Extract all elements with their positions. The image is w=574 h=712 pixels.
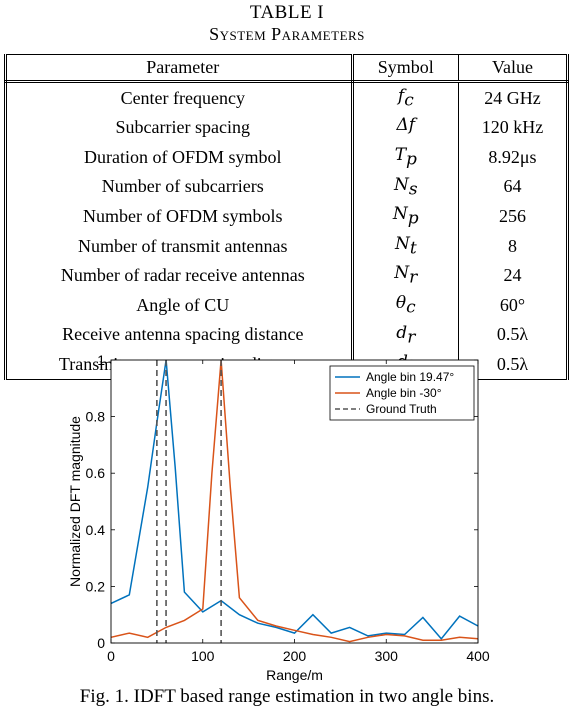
range-estimation-chart: 0 100 200 300 400 0 0.2 0.4 0.6 0.8 1 Range/m Normal… [67,352,490,683]
header-parameter: Parameter [14,54,354,83]
parameter-cell: Number of subcarriers [14,171,354,202]
legend-label: Ground Truth [366,402,437,416]
parameter-cell: Center frequency [14,81,354,113]
legend-label: Angle bin -30° [366,386,442,400]
symbol-cell: Tp [352,141,459,172]
parameter-cell: Subcarrier spacing [14,112,354,142]
parameter-cell: Number of transmit antennas [14,230,354,261]
symbol-subscript: t [409,238,417,259]
symbol-subscript: c [404,90,414,111]
figure-caption: Fig. 1. IDFT based range estimation in t… [79,686,495,707]
row-spacer [3,81,15,113]
symbol-cell: fc [352,81,459,113]
value-cell: 256 [458,201,570,231]
y-tick-label: 0.6 [86,465,106,481]
series-line [110,359,479,643]
symbol-subscript: c [406,297,416,318]
value-cell: 120 kHz [458,112,570,142]
symbol-base: T [394,144,407,165]
table-row: Center frequency fc 24 GHz [3,81,570,113]
table-header-row: Parameter Symbol Value [3,54,570,83]
symbol-cell: dr [352,319,459,350]
x-tick-label: 0 [107,648,115,664]
legend-label: Angle bin 19.47° [366,370,454,384]
table-row: Angle of CU θc 60° [3,289,570,320]
row-spacer [3,230,15,261]
table-row: Number of subcarriers Ns 64 [3,171,570,202]
x-axis-label: Range/m [266,667,323,683]
symbol-cell: θc [352,289,459,320]
symbol-subscript: r [409,267,418,288]
parameter-cell: Duration of OFDM symbol [14,141,354,172]
symbol-subscript: r [407,327,416,348]
row-spacer [3,319,15,350]
symbol-base: f [397,85,405,106]
header-spacer [3,54,15,83]
row-spacer [3,289,15,320]
symbol-base: N [394,233,410,254]
symbol-base: N [392,204,408,225]
y-tick-label: 0.4 [86,522,106,538]
table-row: Number of transmit antennas Nt 8 [3,230,570,261]
value-cell: 8 [458,230,570,261]
symbol-cell: Ns [352,171,459,202]
value-cell: 0.5λ [458,319,570,350]
value-cell: 8.92μs [458,141,570,172]
x-tick-label: 400 [466,648,490,664]
row-spacer [3,201,15,231]
y-tick-label: 0 [97,635,105,651]
value-cell: 60° [458,289,570,320]
parameter-cell: Angle of CU [14,289,354,320]
plot-frame [110,359,479,644]
table-row: Number of OFDM symbols Np 256 [3,201,570,231]
series-line [110,359,479,640]
row-spacer [3,260,15,290]
x-tick-label: 200 [283,648,307,664]
symbol-subscript: s [408,179,418,200]
table-row: Number of radar receive antennas Nr 24 [3,260,570,290]
symbol-base: N [394,263,410,284]
y-tick-label: 0.2 [86,578,106,594]
symbol-base: Δf [396,115,416,136]
table-body: Center frequency fc 24 GHz Subcarrier spaci… [3,81,570,380]
plot-area: 0 100 200 300 400 0 0.2 0.4 0.6 0.8 1 Range/m Normal… [67,352,490,683]
symbol-cell: Nt [352,230,459,261]
value-cell: 24 GHz [458,81,570,113]
row-spacer [3,349,15,380]
row-spacer [3,112,15,142]
symbol-base: θ [395,292,407,313]
row-spacer [3,171,15,202]
parameter-cell: Number of OFDM symbols [14,201,354,231]
y-axis-label: Normalized DFT magnitude [67,416,83,587]
symbol-cell: Δf [352,112,459,142]
table-title: System Parameters [209,24,365,44]
header-symbol: Symbol [352,54,459,83]
value-cell: 24 [458,260,570,290]
symbol-subscript: p [407,208,419,229]
row-spacer [3,141,15,172]
x-tick-label: 100 [191,648,215,664]
y-tick-label: 0.8 [86,409,106,425]
symbol-base: d [396,322,408,343]
symbol-base: N [394,174,409,195]
table-row: Receive antenna spacing distance dr 0.5λ [3,319,570,350]
symbol-cell: Np [352,201,459,231]
header-value: Value [458,54,570,83]
parameter-cell: Number of radar receive antennas [14,260,354,290]
parameters-table: Parameter Symbol Value Center frequency f… [3,54,570,380]
value-cell: 64 [458,171,570,202]
parameter-cell: Receive antenna spacing distance [14,319,354,350]
table-row: Duration of OFDM symbol Tp 8.92μs [3,141,570,172]
table-label: TABLE I [249,2,325,23]
x-tick-label: 300 [375,648,399,664]
symbol-cell: Nr [352,260,459,290]
symbol-subscript: p [406,149,417,170]
table-row: Subcarrier spacing Δf 120 kHz [3,112,570,142]
y-tick-label: 1 [97,352,105,368]
